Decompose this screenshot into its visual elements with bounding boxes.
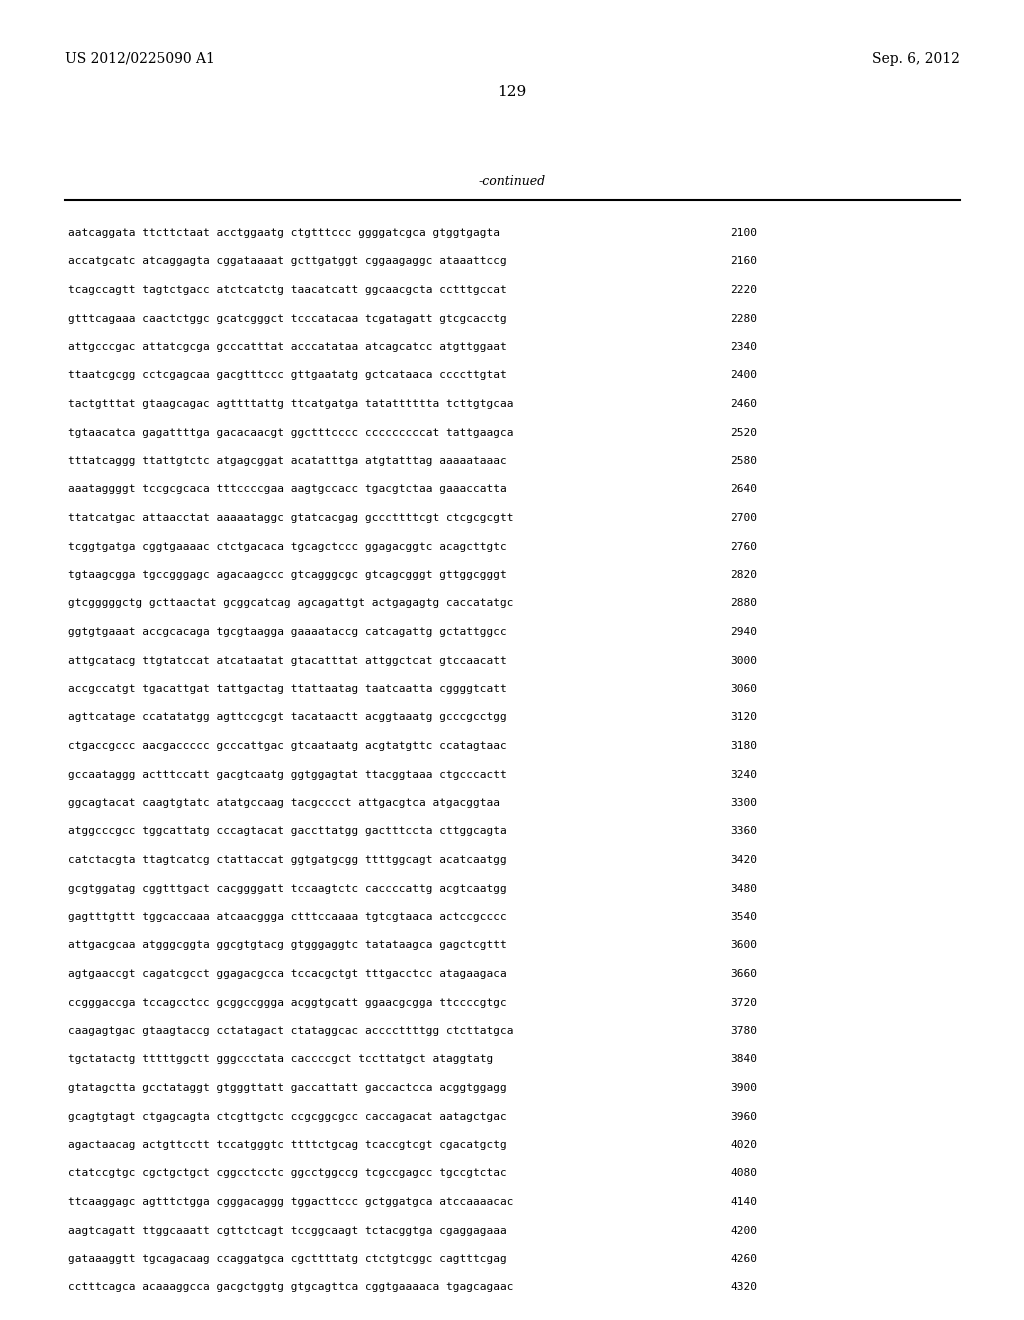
Text: agtgaaccgt cagatcgcct ggagacgcca tccacgctgt tttgacctcc atagaagaca: agtgaaccgt cagatcgcct ggagacgcca tccacgc… [68, 969, 507, 979]
Text: agttcatage ccatatatgg agttccgcgt tacataactt acggtaaatg gcccgcctgg: agttcatage ccatatatgg agttccgcgt tacataa… [68, 713, 507, 722]
Text: 3240: 3240 [730, 770, 757, 780]
Text: ctatccgtgc cgctgctgct cggcctcctc ggcctggccg tcgccgagcc tgccgtctac: ctatccgtgc cgctgctgct cggcctcctc ggcctgg… [68, 1168, 507, 1179]
Text: 129: 129 [498, 84, 526, 99]
Text: gccaataggg actttccatt gacgtcaatg ggtggagtat ttacggtaaa ctgcccactt: gccaataggg actttccatt gacgtcaatg ggtggag… [68, 770, 507, 780]
Text: caagagtgac gtaagtaccg cctatagact ctataggcac accccttttgg ctcttatgca: caagagtgac gtaagtaccg cctatagact ctatagg… [68, 1026, 513, 1036]
Text: gcgtggatag cggtttgact cacggggatt tccaagtctc caccccattg acgtcaatgg: gcgtggatag cggtttgact cacggggatt tccaagt… [68, 883, 507, 894]
Text: agactaacag actgttcctt tccatgggtc ttttctgcag tcaccgtcgt cgacatgctg: agactaacag actgttcctt tccatgggtc ttttctg… [68, 1140, 507, 1150]
Text: 2100: 2100 [730, 228, 757, 238]
Text: 2340: 2340 [730, 342, 757, 352]
Text: ctgaccgccc aacgaccccc gcccattgac gtcaataatg acgtatgttc ccatagtaac: ctgaccgccc aacgaccccc gcccattgac gtcaata… [68, 741, 507, 751]
Text: 4320: 4320 [730, 1283, 757, 1292]
Text: gtttcagaaa caactctggc gcatcgggct tcccatacaa tcgatagatt gtcgcacctg: gtttcagaaa caactctggc gcatcgggct tcccata… [68, 314, 507, 323]
Text: attgacgcaa atgggcggta ggcgtgtacg gtgggaggtc tatataagca gagctcgttt: attgacgcaa atgggcggta ggcgtgtacg gtgggag… [68, 940, 507, 950]
Text: 2520: 2520 [730, 428, 757, 437]
Text: 3900: 3900 [730, 1082, 757, 1093]
Text: 3600: 3600 [730, 940, 757, 950]
Text: 3360: 3360 [730, 826, 757, 837]
Text: 2940: 2940 [730, 627, 757, 638]
Text: ttaatcgcgg cctcgagcaa gacgtttccc gttgaatatg gctcataaca ccccttgtat: ttaatcgcgg cctcgagcaa gacgtttccc gttgaat… [68, 371, 507, 380]
Text: 4260: 4260 [730, 1254, 757, 1265]
Text: 3780: 3780 [730, 1026, 757, 1036]
Text: 3420: 3420 [730, 855, 757, 865]
Text: -continued: -continued [478, 176, 546, 187]
Text: 2160: 2160 [730, 256, 757, 267]
Text: 3000: 3000 [730, 656, 757, 665]
Text: 3840: 3840 [730, 1055, 757, 1064]
Text: 3960: 3960 [730, 1111, 757, 1122]
Text: 3180: 3180 [730, 741, 757, 751]
Text: aaataggggt tccgcgcaca tttccccgaa aagtgccacc tgacgtctaa gaaaccatta: aaataggggt tccgcgcaca tttccccgaa aagtgcc… [68, 484, 507, 495]
Text: ggcagtacat caagtgtatc atatgccaag tacgcccct attgacgtca atgacggtaa: ggcagtacat caagtgtatc atatgccaag tacgccc… [68, 799, 500, 808]
Text: US 2012/0225090 A1: US 2012/0225090 A1 [65, 51, 215, 66]
Text: gtatagctta gcctataggt gtgggttatt gaccattatt gaccactcca acggtggagg: gtatagctta gcctataggt gtgggttatt gaccatt… [68, 1082, 507, 1093]
Text: attgcccgac attatcgcga gcccatttat acccatataa atcagcatcc atgttggaat: attgcccgac attatcgcga gcccatttat acccata… [68, 342, 507, 352]
Text: cctttcagca acaaaggcca gacgctggtg gtgcagttca cggtgaaaaca tgagcagaac: cctttcagca acaaaggcca gacgctggtg gtgcagt… [68, 1283, 513, 1292]
Text: accgccatgt tgacattgat tattgactag ttattaatag taatcaatta cggggtcatt: accgccatgt tgacattgat tattgactag ttattaa… [68, 684, 507, 694]
Text: 3540: 3540 [730, 912, 757, 921]
Text: 2820: 2820 [730, 570, 757, 579]
Text: accatgcatc atcaggagta cggataaaat gcttgatggt cggaagaggc ataaattccg: accatgcatc atcaggagta cggataaaat gcttgat… [68, 256, 507, 267]
Text: atggcccgcc tggcattatg cccagtacat gaccttatgg gactttccta cttggcagta: atggcccgcc tggcattatg cccagtacat gacctta… [68, 826, 507, 837]
Text: 4080: 4080 [730, 1168, 757, 1179]
Text: ccgggaccga tccagcctcc gcggccggga acggtgcatt ggaacgcgga ttccccgtgc: ccgggaccga tccagcctcc gcggccggga acggtgc… [68, 998, 507, 1007]
Text: Sep. 6, 2012: Sep. 6, 2012 [872, 51, 961, 66]
Text: 4140: 4140 [730, 1197, 757, 1206]
Text: 2400: 2400 [730, 371, 757, 380]
Text: 4200: 4200 [730, 1225, 757, 1236]
Text: 3660: 3660 [730, 969, 757, 979]
Text: tgtaacatca gagattttga gacacaacgt ggctttcccc cccccccccat tattgaagca: tgtaacatca gagattttga gacacaacgt ggctttc… [68, 428, 513, 437]
Text: 2700: 2700 [730, 513, 757, 523]
Text: 2580: 2580 [730, 455, 757, 466]
Text: tttatcaggg ttattgtctc atgagcggat acatatttga atgtatttag aaaaataaac: tttatcaggg ttattgtctc atgagcggat acatatt… [68, 455, 507, 466]
Text: 3480: 3480 [730, 883, 757, 894]
Text: 2640: 2640 [730, 484, 757, 495]
Text: attgcatacg ttgtatccat atcataatat gtacatttat attggctcat gtccaacatt: attgcatacg ttgtatccat atcataatat gtacatt… [68, 656, 507, 665]
Text: tgctatactg tttttggctt gggccctata caccccgct tccttatgct ataggtatg: tgctatactg tttttggctt gggccctata caccccg… [68, 1055, 494, 1064]
Text: aatcaggata ttcttctaat acctggaatg ctgtttccc ggggatcgca gtggtgagta: aatcaggata ttcttctaat acctggaatg ctgtttc… [68, 228, 500, 238]
Text: ggtgtgaaat accgcacaga tgcgtaagga gaaaataccg catcagattg gctattggcc: ggtgtgaaat accgcacaga tgcgtaagga gaaaata… [68, 627, 507, 638]
Text: ttcaaggagc agtttctgga cgggacaggg tggacttccc gctggatgca atccaaaacac: ttcaaggagc agtttctgga cgggacaggg tggactt… [68, 1197, 513, 1206]
Text: 3720: 3720 [730, 998, 757, 1007]
Text: 3300: 3300 [730, 799, 757, 808]
Text: 2280: 2280 [730, 314, 757, 323]
Text: tgtaagcgga tgccgggagc agacaagccc gtcagggcgc gtcagcgggt gttggcgggt: tgtaagcgga tgccgggagc agacaagccc gtcaggg… [68, 570, 507, 579]
Text: 2880: 2880 [730, 598, 757, 609]
Text: 2460: 2460 [730, 399, 757, 409]
Text: catctacgta ttagtcatcg ctattaccat ggtgatgcgg ttttggcagt acatcaatgg: catctacgta ttagtcatcg ctattaccat ggtgatg… [68, 855, 507, 865]
Text: gtcgggggctg gcttaactat gcggcatcag agcagattgt actgagagtg caccatatgc: gtcgggggctg gcttaactat gcggcatcag agcaga… [68, 598, 513, 609]
Text: gataaaggtt tgcagacaag ccaggatgca cgcttttatg ctctgtcggc cagtttcgag: gataaaggtt tgcagacaag ccaggatgca cgctttt… [68, 1254, 507, 1265]
Text: tcggtgatga cggtgaaaac ctctgacaca tgcagctccc ggagacggtc acagcttgtc: tcggtgatga cggtgaaaac ctctgacaca tgcagct… [68, 541, 507, 552]
Text: ttatcatgac attaacctat aaaaataggc gtatcacgag gcccttttcgt ctcgcgcgtt: ttatcatgac attaacctat aaaaataggc gtatcac… [68, 513, 513, 523]
Text: tcagccagtt tagtctgacc atctcatctg taacatcatt ggcaacgcta cctttgccat: tcagccagtt tagtctgacc atctcatctg taacatc… [68, 285, 507, 294]
Text: tactgtttat gtaagcagac agttttattg ttcatgatga tatatttttta tcttgtgcaa: tactgtttat gtaagcagac agttttattg ttcatga… [68, 399, 513, 409]
Text: aagtcagatt ttggcaaatt cgttctcagt tccggcaagt tctacggtga cgaggagaaa: aagtcagatt ttggcaaatt cgttctcagt tccggca… [68, 1225, 507, 1236]
Text: 4020: 4020 [730, 1140, 757, 1150]
Text: 2220: 2220 [730, 285, 757, 294]
Text: 3060: 3060 [730, 684, 757, 694]
Text: 3120: 3120 [730, 713, 757, 722]
Text: gcagtgtagt ctgagcagta ctcgttgctc ccgcggcgcc caccagacat aatagctgac: gcagtgtagt ctgagcagta ctcgttgctc ccgcggc… [68, 1111, 507, 1122]
Text: gagtttgttt tggcaccaaa atcaacggga ctttccaaaa tgtcgtaaca actccgcccc: gagtttgttt tggcaccaaa atcaacggga ctttcca… [68, 912, 507, 921]
Text: 2760: 2760 [730, 541, 757, 552]
